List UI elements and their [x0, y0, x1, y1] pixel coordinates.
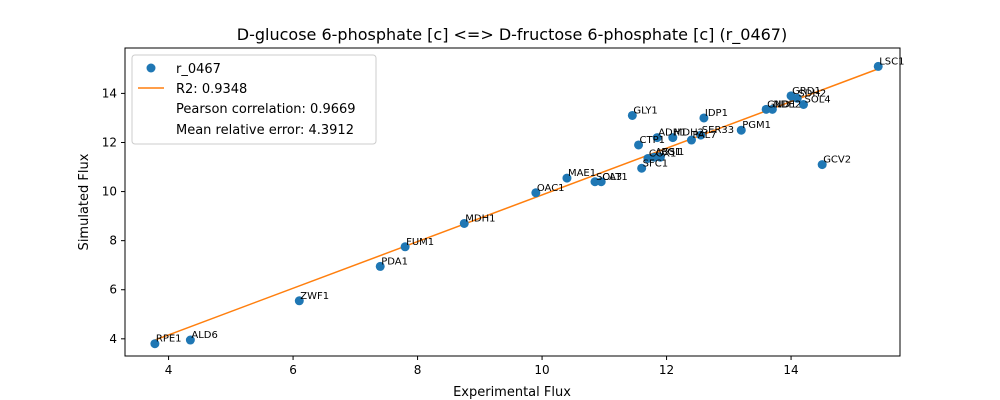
point-label-acs1: ACS1 [655, 147, 681, 158]
data-point-zwf1 [294, 296, 304, 306]
point-label-gcv2: GCV2 [823, 155, 851, 166]
point-label-pda1: PDA1 [381, 256, 408, 267]
x-tick-label: 12 [659, 363, 674, 377]
data-point-fum1 [400, 242, 410, 252]
x-tick-label: 14 [783, 363, 798, 377]
point-label-cox1: COX1 [649, 148, 676, 159]
fit-line [154, 68, 879, 341]
point-label-zwf1: ZWF1 [300, 291, 329, 302]
points-layer [150, 61, 883, 349]
data-point-adh1 [652, 133, 662, 143]
data-point-nde2 [767, 104, 777, 114]
chart-title: D-glucose 6-phosphate [c] <=> D-fructose… [237, 25, 787, 45]
point-label-gnd1: GND1 [767, 99, 796, 110]
point-label-ald6: ALD6 [191, 330, 217, 341]
y-tick-label: 6 [109, 283, 117, 297]
point-label-pal7: PAL7 [692, 130, 716, 141]
x-axis-label: Experimental Flux [453, 385, 571, 400]
point-label-mae1: MAE1 [568, 168, 596, 179]
data-point-mae1 [562, 173, 572, 183]
fit-line-layer [154, 68, 879, 341]
data-point-ctp1 [634, 140, 644, 150]
point-label-nde2: NDE2 [773, 99, 801, 110]
x-tick-label: 4 [165, 363, 173, 377]
data-point-sdh2 [792, 93, 802, 103]
point-label-sol4: SOL4 [805, 94, 831, 105]
point-label-fum1: FUM1 [406, 237, 434, 248]
data-point-pgi1 [655, 152, 665, 162]
data-point-sfc1 [637, 163, 647, 173]
y-tick-label: 12 [102, 135, 117, 149]
data-point-ser33 [696, 130, 706, 140]
y-tick-label: 4 [109, 332, 117, 346]
point-label-sfc1: SFC1 [643, 158, 668, 169]
data-point-lsc1 [873, 61, 883, 71]
point-label-lsc1: LSC1 [879, 56, 904, 67]
data-point-gly1 [627, 110, 637, 120]
data-point-pda1 [375, 261, 385, 271]
point-label-rpe1: RPE1 [156, 334, 182, 345]
point-label-adh1: ADH1 [658, 128, 686, 139]
x-tick-label: 6 [289, 363, 297, 377]
point-label-sdh2: SDH2 [798, 88, 826, 99]
legend-mre-label: Mean relative error: 4.3912 [176, 123, 354, 138]
point-label-sol3: SOL3 [596, 172, 622, 183]
point-label-pgm1: PGM1 [742, 120, 771, 131]
y-axis-label: Simulated Flux [77, 153, 92, 250]
point-label-mdh1: MDH1 [465, 213, 495, 224]
y-axis-ticks: 4 6 8 10 12 14 [102, 86, 125, 346]
data-point-cat1 [596, 177, 606, 187]
y-tick-label: 10 [102, 185, 117, 199]
point-label-mdh2: MDH2 [674, 128, 704, 139]
point-label-ctp1: CTP1 [640, 135, 665, 146]
point-label-gly1: GLY1 [633, 105, 657, 116]
legend: r_0467 R2: 0.9348 Pearson correlation: 0… [131, 54, 377, 145]
data-point-rpe1 [150, 339, 160, 349]
data-point-pal7 [686, 135, 696, 145]
data-point-ald6 [185, 335, 195, 345]
data-point-mdh1 [459, 218, 469, 228]
point-label-ser33: SER33 [702, 125, 734, 136]
legend-box [131, 54, 377, 145]
x-axis-ticks: 4 6 8 10 12 14 [165, 356, 799, 377]
x-tick-label: 8 [414, 363, 422, 377]
data-point-sol3 [590, 177, 600, 187]
data-point-pgm1 [736, 125, 746, 135]
legend-fit-label: R2: 0.9348 [176, 82, 247, 97]
data-point-gnd1 [761, 104, 771, 114]
point-label-idp1: IDP1 [705, 108, 728, 119]
point-label-oac1: OAC1 [537, 183, 565, 194]
point-label-pgi1: PGI1 [661, 147, 684, 158]
point-label-cat1: CAT1 [602, 172, 628, 183]
data-point-gcv2 [817, 160, 827, 170]
point-label-grd1: GRD1 [792, 86, 821, 97]
legend-series-label: r_0467 [176, 62, 221, 77]
data-point-acs1 [649, 152, 659, 162]
data-point-sol4 [799, 99, 809, 109]
data-point-idp1 [699, 113, 709, 123]
x-tick-label: 10 [534, 363, 549, 377]
legend-pearson-label: Pearson correlation: 0.9669 [176, 102, 356, 117]
legend-marker-points [146, 63, 156, 73]
data-point-oac1 [531, 188, 541, 198]
y-tick-label: 8 [109, 234, 117, 248]
data-point-mdh2 [668, 133, 678, 143]
y-tick-label: 14 [102, 86, 117, 100]
plot-frame [124, 47, 901, 357]
